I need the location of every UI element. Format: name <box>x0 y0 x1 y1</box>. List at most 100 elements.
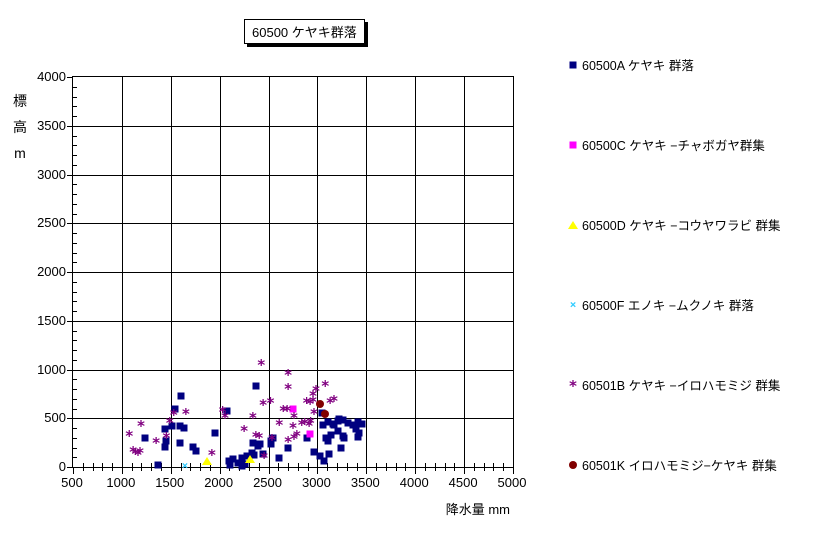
x-minor-tick <box>434 463 436 471</box>
x-minor-tick <box>112 463 114 471</box>
x-minor-tick <box>249 463 250 471</box>
x-major-tick <box>73 468 74 474</box>
y-minor-tick <box>73 116 77 117</box>
data-point-60500A <box>358 420 366 428</box>
data-point-60501B: * <box>220 409 230 428</box>
data-point-60500A <box>259 450 267 458</box>
data-point-60500A <box>168 422 176 430</box>
x-minor-tick <box>297 463 299 471</box>
y-major-tick <box>67 125 72 127</box>
horizontal-gridline <box>73 418 513 420</box>
y-minor-tick <box>73 428 77 429</box>
y-minor-tick <box>73 86 77 88</box>
data-point-60500A <box>189 443 197 451</box>
y-minor-tick <box>73 291 77 293</box>
x-minor-tick <box>346 463 348 471</box>
y-minor-tick <box>73 340 77 342</box>
y-minor-tick <box>73 135 77 137</box>
y-tick-label: 3000 <box>37 166 66 182</box>
data-point-60500A <box>339 416 347 424</box>
x-tick-label: 500 <box>61 475 83 490</box>
data-point-60500A <box>176 439 184 447</box>
data-point-60501B: * <box>297 415 307 434</box>
x-minor-tick <box>405 463 407 471</box>
horizontal-gridline <box>73 174 513 176</box>
x-tick-label: 5000 <box>497 475 527 490</box>
y-minor-tick <box>73 437 77 439</box>
x-minor-tick <box>82 463 84 471</box>
x-major-tick <box>513 468 514 474</box>
x-minor-tick <box>493 463 495 471</box>
x-minor-tick <box>483 463 485 471</box>
data-point-60500A <box>354 433 362 441</box>
legend-item-60500D: 60500D ケヤキ −コウヤワラビ 群集 <box>567 216 781 233</box>
x-major-tick <box>317 468 319 474</box>
legend-item-60500F: × 60500F エノキ −ムクノキ 群落 <box>567 296 754 313</box>
x-minor-tick <box>180 463 182 471</box>
data-point-60500A <box>238 462 246 470</box>
data-point-60500A <box>252 382 260 390</box>
y-tick-label: 0 <box>58 459 66 474</box>
x-minor-tick <box>190 463 192 471</box>
y-tick-label: 1000 <box>37 361 66 377</box>
data-point-60501B: * <box>289 408 299 427</box>
horizontal-gridline <box>73 369 513 371</box>
y-minor-tick <box>73 242 77 244</box>
x-minor-tick <box>473 463 475 471</box>
y-tick-label: 2000 <box>37 264 66 279</box>
x-major-tick <box>268 468 270 474</box>
y-minor-tick <box>73 311 77 312</box>
x-minor-tick <box>102 463 104 471</box>
data-point-60501B: * <box>239 421 249 440</box>
data-point-60500A <box>324 418 332 426</box>
square-icon <box>569 141 577 149</box>
chart-title: 60500 ケヤキ群落 <box>244 19 365 44</box>
data-point-60501B: * <box>278 402 288 421</box>
data-point-60500A <box>319 421 327 429</box>
data-point-60500A <box>234 459 242 467</box>
x-tick-label: 4500 <box>448 475 478 490</box>
x-tick-label: 3000 <box>301 475 331 490</box>
horizontal-gridline <box>73 272 513 273</box>
circle-icon <box>569 461 577 469</box>
data-point-60500A <box>176 422 184 430</box>
asterisk-icon: * <box>568 376 578 395</box>
data-point-60500C <box>289 405 297 412</box>
x-major-tick <box>415 468 417 474</box>
y-minor-tick <box>73 398 77 400</box>
data-point-60501B: * <box>308 392 318 411</box>
legend-label: 60501B ケヤキ −イロハモミジ 群集 <box>582 378 781 393</box>
data-point-60500A <box>162 437 170 445</box>
legend-label: 60500A ケヤキ 群落 <box>582 58 694 73</box>
data-point-60501B: * <box>218 402 228 421</box>
x-tick-label: 4000 <box>399 475 429 490</box>
x-minor-tick <box>425 463 426 471</box>
data-point-60501B: * <box>251 427 261 446</box>
data-point-60501K <box>316 399 325 408</box>
x-minor-tick <box>385 463 387 471</box>
data-point-60500D <box>201 457 212 466</box>
x-minor-tick <box>454 463 456 471</box>
data-point-60500A <box>161 443 169 451</box>
y-minor-tick <box>73 203 77 205</box>
y-minor-tick <box>73 213 77 215</box>
data-point-60500D <box>244 454 255 463</box>
circle-icon <box>567 457 581 471</box>
data-point-60501B: * <box>304 417 314 436</box>
y-tick-label: 500 <box>44 410 66 426</box>
data-point-60500A <box>355 429 363 437</box>
data-point-60500A <box>310 448 318 456</box>
data-point-60500A <box>325 450 333 458</box>
x-major-tick <box>170 468 172 474</box>
data-point-60501B: * <box>258 395 268 414</box>
x-minor-tick <box>503 463 505 471</box>
data-point-60501B: * <box>169 405 179 424</box>
square-icon <box>569 61 577 69</box>
data-point-60500A <box>211 429 219 437</box>
data-point-60501B: * <box>309 405 319 424</box>
data-point-60501B: * <box>165 413 175 432</box>
data-point-60500A <box>334 427 342 435</box>
x-tick-label: 3500 <box>350 475 380 490</box>
data-point-60500A <box>340 434 348 442</box>
horizontal-gridline <box>73 223 513 225</box>
